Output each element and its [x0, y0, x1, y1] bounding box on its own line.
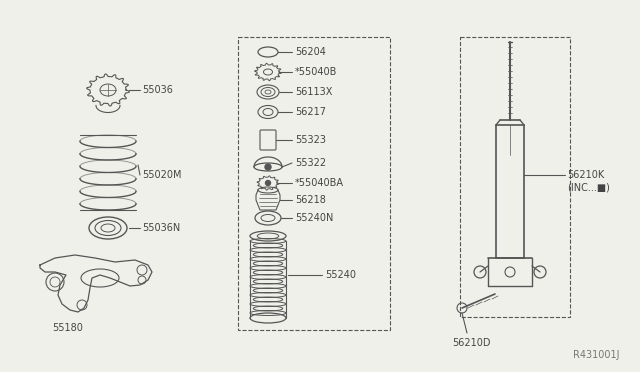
Text: 56204: 56204 [295, 47, 326, 57]
Text: 55240N: 55240N [295, 213, 333, 223]
Text: 55323: 55323 [295, 135, 326, 145]
Circle shape [265, 164, 271, 170]
Bar [238, 37, 390, 330]
Text: (INC...■): (INC...■) [567, 182, 610, 192]
Text: 55180: 55180 [52, 323, 83, 333]
Text: 56113X: 56113X [295, 87, 332, 97]
Circle shape [266, 180, 271, 186]
Text: 55036: 55036 [142, 85, 173, 95]
Text: 56210K: 56210K [567, 170, 604, 180]
Text: 56217: 56217 [295, 107, 326, 117]
Text: 55322: 55322 [295, 158, 326, 168]
Text: 56210D: 56210D [452, 338, 490, 348]
Text: *55040B: *55040B [295, 67, 337, 77]
Bar [460, 37, 570, 317]
Text: 55020M: 55020M [142, 170, 182, 180]
Text: 56218: 56218 [295, 195, 326, 205]
Text: R431001J: R431001J [573, 350, 620, 360]
Text: 55036N: 55036N [142, 223, 180, 233]
Text: 55240: 55240 [325, 270, 356, 280]
Text: *55040BA: *55040BA [295, 178, 344, 188]
